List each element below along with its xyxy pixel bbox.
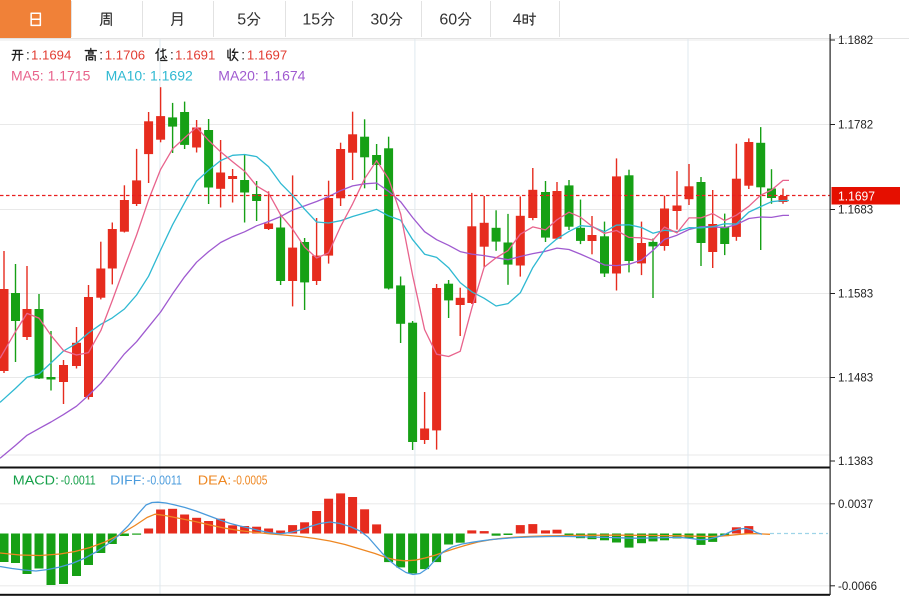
- svg-text:1.1383: 1.1383: [838, 456, 873, 468]
- svg-text:-0.0011: -0.0011: [147, 473, 182, 488]
- svg-text::: :: [170, 48, 174, 63]
- svg-text::: :: [99, 48, 103, 63]
- svg-text:30: 30: [370, 12, 388, 29]
- svg-text:60: 60: [439, 12, 457, 29]
- svg-text:4: 4: [513, 12, 522, 29]
- svg-text::: :: [26, 48, 30, 63]
- svg-text:-0.0011: -0.0011: [61, 473, 96, 488]
- svg-text:1.1706: 1.1706: [105, 48, 145, 63]
- svg-text:0.0037: 0.0037: [838, 499, 873, 511]
- svg-text:1.1691: 1.1691: [175, 48, 215, 63]
- svg-text:1.1483: 1.1483: [838, 373, 873, 385]
- svg-text:1.1882: 1.1882: [838, 35, 873, 47]
- svg-text:5: 5: [237, 12, 246, 29]
- svg-text::: :: [241, 48, 245, 63]
- svg-text:-0.0066: -0.0066: [838, 581, 877, 593]
- svg-text:MA20: 1.1674: MA20: 1.1674: [218, 68, 305, 84]
- svg-text:1.1697: 1.1697: [838, 189, 875, 204]
- svg-text:1.1583: 1.1583: [838, 289, 873, 301]
- svg-text:DEA:: DEA:: [198, 473, 232, 488]
- svg-text:MACD:: MACD:: [13, 473, 59, 488]
- svg-text:1.1694: 1.1694: [31, 48, 71, 63]
- svg-text:15: 15: [302, 12, 320, 29]
- svg-text:-0.0005: -0.0005: [233, 473, 268, 488]
- svg-text:1.1683: 1.1683: [838, 205, 873, 217]
- svg-text:MA10: 1.1692: MA10: 1.1692: [106, 68, 193, 84]
- svg-text:MA5: 1.1715: MA5: 1.1715: [11, 68, 91, 84]
- svg-text:DIFF:: DIFF:: [110, 473, 145, 488]
- svg-text:1.1697: 1.1697: [247, 48, 287, 63]
- svg-text:1.1782: 1.1782: [838, 120, 873, 132]
